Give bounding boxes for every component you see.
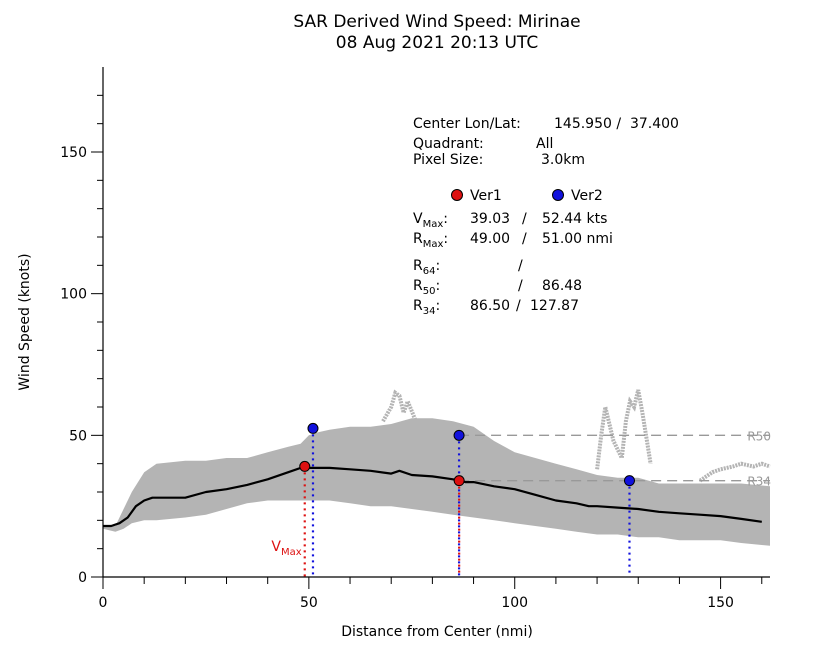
chart-subtitle: 08 Aug 2021 20:13 UTC bbox=[336, 33, 538, 53]
point-ver2-3 bbox=[453, 429, 465, 441]
point-ver2-1 bbox=[307, 422, 319, 434]
r34-row-label: R34: bbox=[413, 298, 440, 317]
r34-row-label-sub: 34 bbox=[423, 306, 436, 317]
mean-layer bbox=[103, 465, 762, 528]
center-value: 145.950 / 37.400 bbox=[554, 116, 679, 132]
mean-wind-line-0 bbox=[103, 465, 762, 528]
vmax-annotation: VMax bbox=[271, 539, 301, 558]
r34-row-colon: : bbox=[435, 298, 440, 314]
vmax-row-label-main: V bbox=[413, 211, 423, 227]
r34-row-label-main: R bbox=[413, 298, 423, 314]
info-panel: Center Lon/Lat: 145.950 / 37.400 Quadran… bbox=[413, 116, 679, 317]
rmax-slash: / bbox=[522, 231, 527, 247]
points-layer bbox=[299, 422, 635, 487]
x-axis-label: Distance from Center (nmi) bbox=[341, 624, 533, 640]
r34-ver2-value: 127.87 bbox=[530, 298, 579, 314]
quadrant-label: Quadrant: bbox=[413, 136, 484, 152]
pixel-label: Pixel Size: bbox=[413, 152, 483, 168]
vmax-slash: / bbox=[522, 211, 527, 227]
legend-ver1-marker bbox=[451, 189, 463, 201]
r50-row-colon: : bbox=[435, 278, 440, 294]
r50-row-label-main: R bbox=[413, 278, 423, 294]
y-tick-label-50: 50 bbox=[69, 428, 87, 444]
y-tick-label-0: 0 bbox=[78, 570, 87, 586]
r50-ver2-value: 86.48 bbox=[542, 278, 582, 294]
rmax-row-label-main: R bbox=[413, 231, 423, 247]
vmax-row-label-sub: Max bbox=[423, 219, 444, 230]
vmax-annotation-main: V bbox=[271, 539, 281, 555]
r50-row-label: R50: bbox=[413, 278, 440, 297]
x-tick-label-150: 150 bbox=[707, 595, 734, 611]
rmax-ver1-value: 49.00 bbox=[470, 231, 510, 247]
rmax-row-label: RMax: bbox=[413, 231, 448, 250]
vmax-row-colon: : bbox=[443, 211, 448, 227]
r64-row-label: R64: bbox=[413, 258, 440, 277]
spread-band bbox=[103, 418, 770, 546]
x-tick-label-50: 50 bbox=[300, 595, 318, 611]
quadrant-value: All bbox=[536, 136, 553, 152]
pixel-value: 3.0km bbox=[541, 152, 585, 168]
r64-row-colon: : bbox=[435, 258, 440, 274]
y-tick-label-150: 150 bbox=[60, 145, 87, 161]
x-tick-label-0: 0 bbox=[99, 595, 108, 611]
vmax-ver2-value: 52.44 kts bbox=[542, 211, 607, 227]
spread-spike-1 bbox=[595, 389, 653, 470]
reference-lines-layer: R50 R34 bbox=[459, 429, 771, 489]
drop-lines-layer bbox=[303, 428, 631, 577]
x-tick-label-100: 100 bbox=[501, 595, 528, 611]
spread-spike-2 bbox=[698, 461, 771, 483]
point-ver1-0 bbox=[299, 460, 311, 472]
legend-ver1-label: Ver1 bbox=[470, 188, 502, 204]
r64-row-label-main: R bbox=[413, 258, 423, 274]
r34-ver1-value: 86.50 bbox=[470, 298, 510, 314]
ref-label-r34: R34 bbox=[747, 475, 771, 489]
r64-row-label-sub: 64 bbox=[423, 266, 436, 277]
r50-row-label-sub: 50 bbox=[423, 286, 436, 297]
ref-label-r50: R50 bbox=[747, 429, 771, 443]
center-label: Center Lon/Lat: bbox=[413, 116, 521, 132]
y-tick-label-100: 100 bbox=[60, 287, 87, 303]
rmax-ver2-value: 51.00 nmi bbox=[542, 231, 613, 247]
spread-spike-0 bbox=[381, 389, 418, 423]
spread-layer bbox=[103, 389, 771, 546]
y-axis-label: Wind Speed (knots) bbox=[17, 253, 33, 390]
vmax-ver1-value: 39.03 bbox=[470, 211, 510, 227]
legend-ver2-marker bbox=[552, 189, 564, 201]
r64-slash: / bbox=[518, 258, 523, 274]
axes-layer: 0 50 100 150 0 50 100 150 bbox=[60, 67, 770, 611]
r50-slash: / bbox=[518, 278, 523, 294]
legend-ver2-label: Ver2 bbox=[571, 188, 603, 204]
r34-slash: / bbox=[516, 298, 521, 314]
rmax-row-label-sub: Max bbox=[423, 239, 444, 250]
point-ver2-4 bbox=[623, 475, 635, 487]
chart-title: SAR Derived Wind Speed: Mirinae bbox=[293, 12, 580, 32]
rmax-row-colon: : bbox=[443, 231, 448, 247]
vmax-annotation-sub: Max bbox=[281, 547, 302, 558]
point-ver1-2 bbox=[453, 475, 465, 487]
vmax-row-label: VMax: bbox=[413, 211, 448, 230]
